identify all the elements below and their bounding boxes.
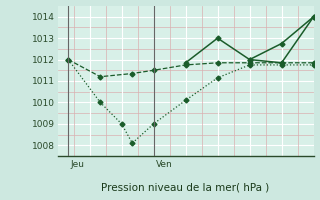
Text: Ven: Ven [156,160,172,169]
Text: Pression niveau de la mer( hPa ): Pression niveau de la mer( hPa ) [101,183,270,193]
Text: Jeu: Jeu [70,160,84,169]
